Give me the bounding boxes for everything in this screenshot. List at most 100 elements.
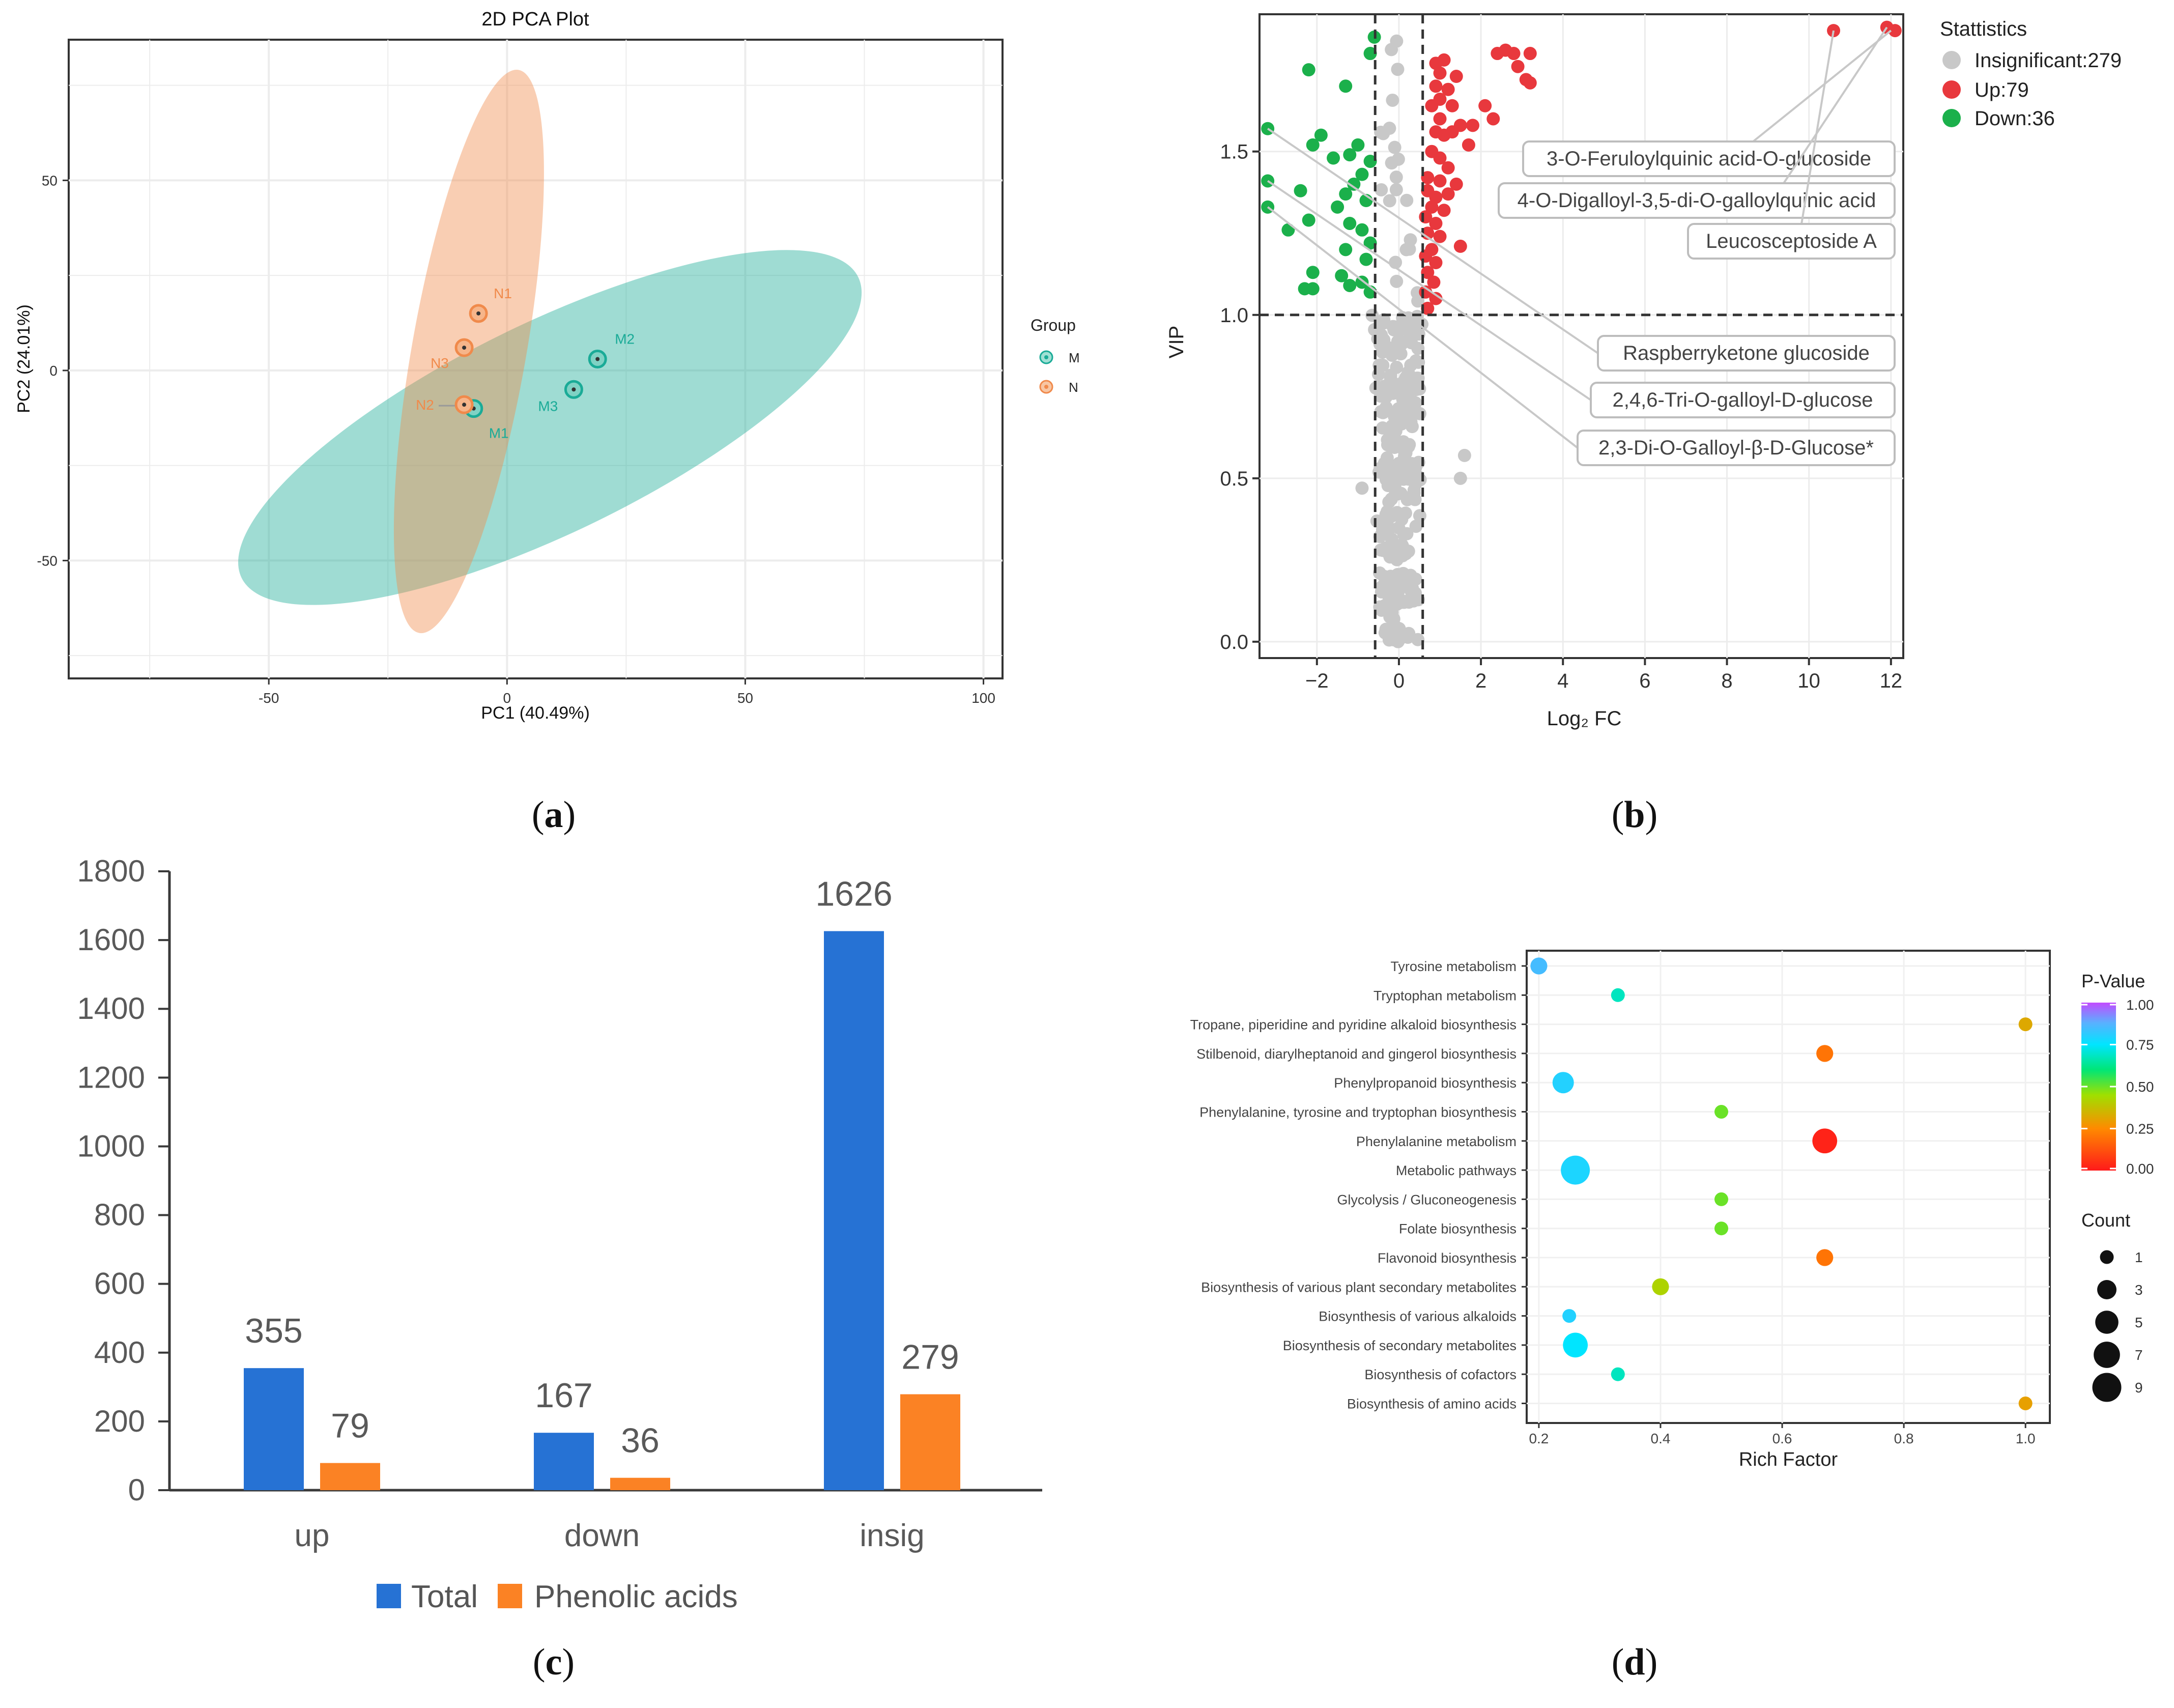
up-point	[1421, 171, 1435, 185]
pca-point-label: N3	[431, 355, 449, 371]
volcano-legend: Stattistics Insignificant:279 Up:79 Down…	[1940, 18, 2122, 130]
enrichment-ticks: Tyrosine metabolism Tryptophan metabolism…	[1190, 959, 2036, 1446]
volcano-ytick-label: 0.0	[1220, 631, 1248, 653]
bar-ytick-label: 1000	[77, 1129, 145, 1163]
bar-axes: 0 200 400 600 800 1000 1200 1400 1600 1800 up down i…	[77, 854, 1042, 1553]
insignificant-point	[1377, 333, 1391, 347]
insignificant-point	[1400, 579, 1414, 593]
annotation-box	[1522, 140, 1896, 177]
pvalue-tick-label: 0.75	[2126, 1037, 2154, 1053]
down-point	[1363, 154, 1377, 168]
count-legend-label: 5	[2135, 1315, 2143, 1330]
insignificant-point	[1391, 568, 1405, 582]
pca-legend-title: Group	[1031, 316, 1076, 334]
pathway-bubble	[1611, 1367, 1625, 1381]
insignificant-point	[1379, 464, 1393, 477]
insignificant-point	[1390, 360, 1404, 374]
down-point	[1343, 278, 1357, 292]
bar-phenolic-acids-down	[610, 1477, 670, 1490]
bar-ytick-label: 1600	[77, 923, 145, 957]
count-legend-title: Count	[2081, 1210, 2130, 1231]
pca-legend-m-dot	[1044, 355, 1048, 359]
up-point	[1433, 174, 1447, 188]
panel-b-label: (b)	[1612, 794, 1657, 836]
legend-up-label: Up:79	[1975, 79, 2029, 101]
down-point	[1343, 148, 1357, 162]
volcano-thresholds	[1260, 14, 1903, 658]
up-point	[1429, 256, 1443, 270]
insignificant-point	[1373, 530, 1387, 544]
pca-panel: M1 M2 M3 N1 N2 N3 -50 0 50 100 -50 0 50 2D PCA Plot…	[14, 9, 1080, 836]
pathway-label: Glycolysis / Gluconeogenesis	[1337, 1192, 1517, 1207]
pathway-label: Phenylalanine metabolism	[1356, 1134, 1517, 1149]
insignificant-point	[1384, 439, 1397, 452]
volcano-ytick-label: 1.5	[1220, 141, 1248, 163]
insignificant-point	[1389, 183, 1403, 196]
bar-ytick-label: 800	[94, 1198, 145, 1232]
pca-xtick-label: -50	[259, 690, 279, 706]
annotation-box	[1577, 430, 1896, 466]
down-point	[1302, 213, 1315, 227]
volcano-annotations: 3-O-Feruloylquinic acid-O-glucoside 4-O-D…	[1267, 26, 1896, 466]
volcano-points	[1261, 20, 1902, 648]
down-point	[1331, 200, 1345, 214]
annotation-box	[1597, 335, 1896, 372]
insignificant-point	[1379, 541, 1393, 555]
up-point	[1462, 138, 1475, 152]
up-point	[1441, 161, 1455, 175]
legend-phenolic-label: Phenolic acids	[534, 1579, 738, 1614]
count-legend-dot	[2095, 1311, 2119, 1334]
pathway-label: Biosynthesis of cofactors	[1364, 1367, 1517, 1382]
insignificant-point	[1376, 406, 1390, 419]
insignificant-point	[1409, 520, 1423, 533]
up-point	[1466, 119, 1479, 132]
bar-ytick-label: 1800	[77, 854, 145, 888]
insignificant-point	[1397, 528, 1411, 542]
count-legend-dot	[2097, 1280, 2116, 1299]
insignificant-point	[1383, 421, 1396, 435]
up-point	[1523, 47, 1537, 61]
up-point	[1441, 82, 1455, 96]
volcano-xtick-label: 4	[1557, 670, 1568, 692]
enrichment-plot-area	[1526, 950, 2051, 1424]
pathway-bubble	[1561, 1155, 1590, 1185]
pca-point-center	[462, 403, 467, 407]
volcano-xtick-label: 6	[1639, 670, 1650, 692]
insignificant-point	[1407, 483, 1421, 497]
bar-ytick-label: 600	[94, 1267, 145, 1301]
annotation-leader	[1267, 206, 1579, 449]
pvalue-tick-label: 1.00	[2126, 997, 2154, 1013]
pathway-bubble	[1530, 957, 1548, 975]
pca-title: 2D PCA Plot	[481, 9, 589, 30]
volcano-xtick-label: 2	[1475, 670, 1486, 692]
pathway-label: Biosynthesis of various plant secondary …	[1201, 1279, 1517, 1295]
bar-data-label: 79	[331, 1407, 369, 1445]
insignificant-point	[1457, 448, 1471, 462]
pvalue-ticks: 1.00 0.75 0.50 0.25 0.00	[2081, 997, 2154, 1177]
up-point	[1888, 24, 1902, 38]
insignificant-point	[1379, 473, 1393, 487]
insignificant-point	[1385, 492, 1398, 506]
pca-xtick-label: 100	[971, 690, 995, 706]
bar-phenolic-acids-up	[320, 1463, 380, 1490]
annotation-leader	[1267, 180, 1592, 401]
enrichment-points	[1530, 957, 2033, 1410]
down-point	[1294, 184, 1307, 197]
pathway-label: Folate biosynthesis	[1399, 1221, 1517, 1237]
insignificant-point	[1389, 170, 1403, 184]
up-point	[1449, 70, 1463, 83]
pathway-label: Metabolic pathways	[1396, 1163, 1517, 1178]
pathway-bubble	[1714, 1192, 1729, 1206]
bar-category-label: down	[564, 1518, 640, 1553]
enrichment-panel: Tyrosine metabolism Tryptophan metabolism…	[1190, 950, 2154, 1683]
pathway-bubble	[1552, 1072, 1574, 1094]
down-point	[1314, 128, 1328, 142]
insignificant-point	[1388, 140, 1401, 154]
insignificant-point	[1408, 379, 1421, 392]
count-legend-dot	[2094, 1342, 2120, 1368]
pca-point-center	[571, 387, 576, 392]
insignificant-point	[1395, 377, 1409, 390]
annotation-leader	[1800, 30, 1835, 224]
count-legend: Count 1 3 5 7 9	[2081, 1210, 2143, 1402]
bar-data-label: 167	[535, 1376, 592, 1415]
